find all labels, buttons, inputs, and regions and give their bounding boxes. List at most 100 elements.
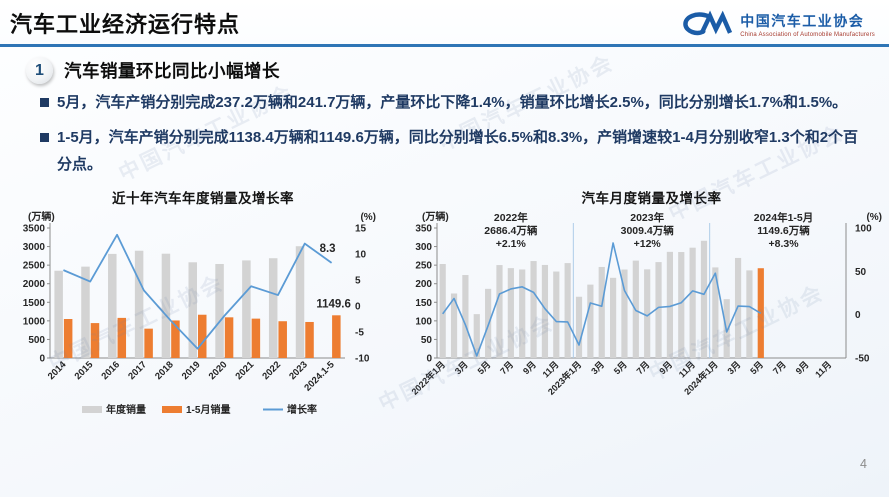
y-tick-right: 5 bbox=[355, 275, 361, 286]
axis-unit-right: (%) bbox=[866, 212, 882, 223]
x-tick-label: 2014 bbox=[46, 359, 69, 382]
bar-jan-may-sales bbox=[63, 318, 73, 358]
bar-monthly-sales bbox=[587, 284, 594, 358]
annotation-year-summary: +12% bbox=[634, 238, 662, 250]
bar-monthly-sales bbox=[530, 260, 537, 358]
x-tick-label: 5月 bbox=[476, 359, 493, 376]
slide-body: 中国汽车工业协会 中国汽车工业协会 中国汽车工业协会 中国汽车工业协会 中国汽车… bbox=[0, 47, 889, 497]
y-tick-left: 300 bbox=[415, 242, 432, 253]
annotation-year-summary: +8.3% bbox=[768, 238, 799, 250]
bar-monthly-sales bbox=[678, 251, 685, 358]
x-tick-label: 2023 bbox=[287, 359, 310, 382]
bar-monthly-sales bbox=[564, 262, 571, 358]
y-tick-right: -10 bbox=[355, 353, 370, 364]
bar-jan-may-sales bbox=[90, 322, 100, 358]
x-tick-label: 2018 bbox=[153, 359, 176, 382]
bar-monthly-sales bbox=[655, 261, 662, 358]
x-tick-label: 7月 bbox=[498, 359, 515, 376]
x-tick-label: 9月 bbox=[521, 359, 538, 376]
annotation-growth-last: 8.3 bbox=[320, 243, 336, 255]
axis-unit-left: (万辆) bbox=[28, 210, 55, 223]
x-tick-label: 9月 bbox=[657, 359, 674, 376]
cam-logo-mark-icon bbox=[683, 10, 733, 36]
axis-unit-right: (%) bbox=[360, 212, 376, 223]
y-tick-right: 15 bbox=[355, 223, 367, 234]
y-tick-right: 0 bbox=[855, 310, 861, 321]
x-tick-label: 7月 bbox=[635, 359, 652, 376]
slide-header: 汽车工业经济运行特点 中国汽车工业协会 China Association of… bbox=[0, 0, 889, 47]
y-tick-right: 50 bbox=[855, 267, 867, 278]
y-tick-left: 3000 bbox=[23, 242, 46, 253]
bar-jan-may-sales bbox=[278, 320, 287, 358]
bar-jan-may-sales bbox=[144, 328, 153, 358]
bar-annual-sales bbox=[268, 257, 278, 358]
y-tick-right: -5 bbox=[355, 327, 364, 338]
section-number-badge: 1 bbox=[26, 57, 53, 84]
y-tick-left: 250 bbox=[415, 260, 432, 271]
x-tick-label: 5月 bbox=[612, 359, 629, 376]
x-tick-label: 11月 bbox=[813, 359, 833, 379]
legend-item-label: 增长率 bbox=[287, 403, 317, 416]
bar-annual-sales bbox=[215, 263, 224, 358]
bar-monthly-sales bbox=[553, 271, 560, 358]
chart-title: 汽车月度销量及增长率 bbox=[581, 190, 722, 206]
y-tick-left: 100 bbox=[415, 316, 432, 327]
y-tick-right: -50 bbox=[855, 353, 870, 364]
section-title: 汽车销量环比同比小幅增长 bbox=[64, 61, 280, 81]
cam-logo-name-cn: 中国汽车工业协会 bbox=[740, 12, 865, 29]
chart-title: 近十年汽车年度销量及增长率 bbox=[112, 190, 294, 206]
x-tick-label: 2021 bbox=[234, 359, 257, 382]
bar-jan-may-sales bbox=[171, 320, 180, 358]
growth-rate-line bbox=[442, 241, 762, 357]
y-tick-left: 350 bbox=[415, 223, 432, 234]
bar-jan-may-sales bbox=[198, 314, 207, 358]
y-tick-left: 2500 bbox=[23, 260, 46, 271]
bar-jan-may-sales bbox=[332, 315, 341, 358]
bar-jan-may-sales bbox=[117, 317, 127, 358]
y-tick-right: 0 bbox=[355, 301, 361, 312]
x-tick-label: 11月 bbox=[541, 359, 561, 379]
bar-monthly-sales bbox=[473, 313, 480, 358]
bar-monthly-sales bbox=[689, 247, 696, 358]
bar-monthly-sales bbox=[598, 266, 605, 358]
x-tick-label: 7月 bbox=[771, 359, 788, 376]
annual-sales-chart-canvas: (万辆) (%) 0 500 1000 1500 2000 2500 3000 3500 -10 -5… bbox=[23, 210, 376, 416]
page-title: 汽车工业经济运行特点 bbox=[10, 12, 241, 37]
annotation-year-summary: 2024年1-5月 bbox=[754, 211, 814, 224]
x-tick-label: 2024.1-5 bbox=[302, 359, 337, 394]
annotation-year-summary: 2023年 bbox=[630, 211, 664, 224]
bullet-item: 5月，汽车产销分别完成237.2万辆和241.7万辆，产量环比下降1.4%，销量… bbox=[40, 90, 865, 116]
x-tick-label: 2017 bbox=[126, 359, 149, 382]
bullet-text: 5月，汽车产销分别完成237.2万辆和241.7万辆，产量环比下降1.4%，销量… bbox=[57, 94, 848, 111]
annotation-year-summary: 1149.6万辆 bbox=[757, 224, 810, 237]
annotation-year-summary: 2686.4万辆 bbox=[484, 224, 538, 237]
bar-monthly-sales bbox=[621, 269, 628, 358]
legend-swatch bbox=[162, 405, 182, 413]
bar-annual-sales bbox=[161, 253, 171, 358]
x-tick-label: 3月 bbox=[453, 359, 470, 376]
y-tick-right: 10 bbox=[355, 249, 367, 260]
bar-monthly-sales bbox=[541, 264, 549, 358]
bullet-marker bbox=[40, 98, 49, 107]
section-header: 1 汽车销量环比同比小幅增长 bbox=[26, 57, 879, 84]
y-tick-left: 150 bbox=[415, 298, 432, 309]
bullet-text: 1-5月，汽车产销分别完成1138.4万辆和1149.6万辆，同比分别增长6.5… bbox=[57, 129, 859, 173]
cam-logo: 中国汽车工业协会 China Association of Automobile… bbox=[681, 9, 875, 39]
y-tick-left: 0 bbox=[426, 353, 432, 364]
growth-rate-line bbox=[63, 233, 333, 350]
bullet-marker bbox=[40, 133, 49, 143]
monthly-sales-chart: 汽车月度销量及增长率 (万辆) (%) 0 50 100 150 200 250 300 350 -… bbox=[410, 187, 889, 426]
bar-annual-sales bbox=[242, 260, 251, 358]
x-tick-label: 5月 bbox=[748, 359, 765, 376]
bar-monthly-sales bbox=[575, 296, 583, 358]
cam-logo-name-en: China Association of Automobile Manufact… bbox=[740, 31, 875, 38]
x-tick-label: 2015 bbox=[73, 359, 96, 382]
bar-monthly-sales bbox=[439, 263, 446, 358]
bar-monthly-sales bbox=[519, 269, 526, 358]
bar-annual-sales bbox=[295, 245, 305, 358]
bar-monthly-sales bbox=[666, 251, 674, 358]
axis-unit-left: (万辆) bbox=[422, 210, 449, 223]
bar-annual-sales bbox=[134, 250, 144, 358]
y-tick-right: 100 bbox=[855, 223, 872, 234]
monthly-sales-chart-canvas: (万辆) (%) 0 50 100 150 200 250 300 350 -50 0 50 100 202… bbox=[410, 210, 882, 397]
